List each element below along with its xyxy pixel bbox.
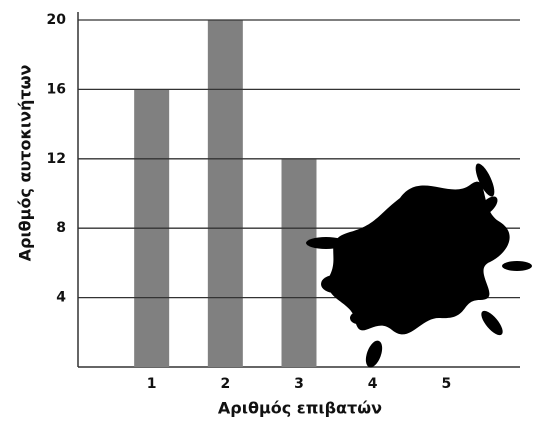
x-tick-label: 5: [441, 376, 451, 392]
y-tick-label: 4: [56, 290, 66, 306]
ink-blot: [306, 163, 532, 368]
x-axis-label: Αριθμός επιβατών: [218, 399, 382, 418]
y-tick-label: 8: [56, 220, 66, 236]
x-tick-label: 1: [147, 376, 157, 392]
bar: [207, 20, 243, 367]
x-tick-label: 3: [294, 376, 304, 392]
x-tick-label: 2: [220, 376, 230, 392]
y-tick-label: 16: [47, 81, 66, 97]
bar: [281, 158, 317, 367]
x-tick-label: 4: [368, 376, 378, 392]
y-axis-label: Αριθμός αυτοκινήτων: [16, 65, 35, 262]
y-tick-label: 20: [47, 12, 67, 28]
y-tick-label: 12: [47, 151, 66, 167]
